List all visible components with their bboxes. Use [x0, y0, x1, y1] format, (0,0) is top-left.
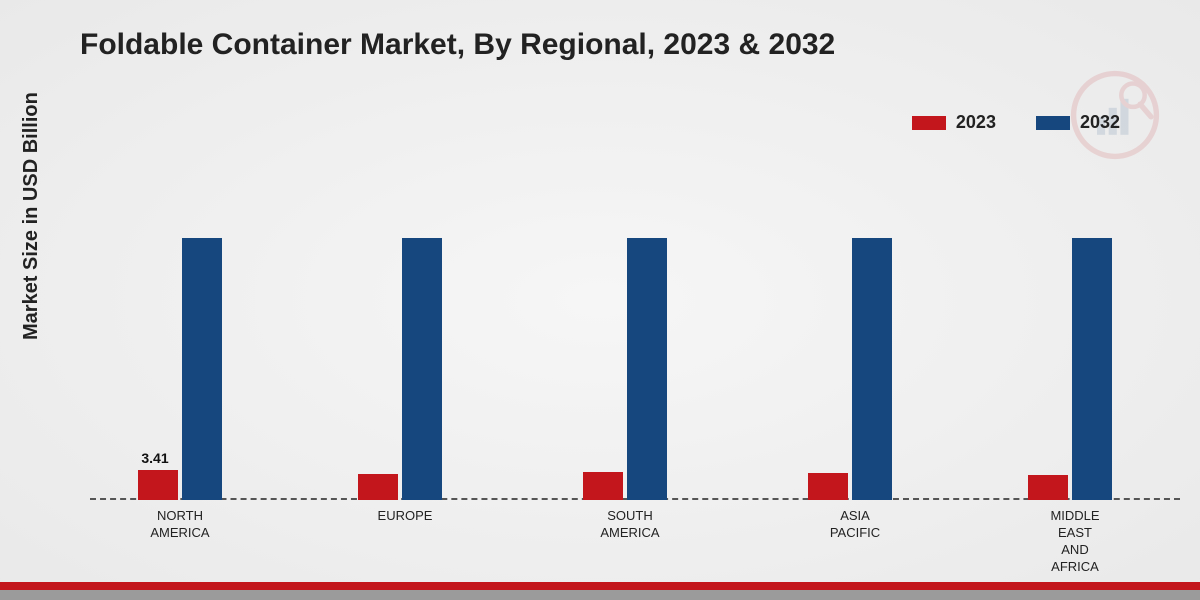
bar-2032 — [852, 238, 892, 501]
legend-swatch-2023 — [912, 116, 946, 130]
bar-2023 — [1028, 475, 1068, 500]
footer-accent-bar — [0, 582, 1200, 590]
bar-2023 — [138, 470, 178, 500]
legend-label-2023: 2023 — [956, 112, 996, 133]
chart-title: Foldable Container Market, By Regional, … — [80, 28, 835, 62]
bar-group — [340, 238, 460, 501]
bar-2032 — [627, 238, 667, 501]
legend-item-2032: 2032 — [1036, 112, 1120, 133]
legend-item-2023: 2023 — [912, 112, 996, 133]
bar-group — [1010, 238, 1130, 501]
bar-2023 — [583, 472, 623, 500]
bar-2023 — [358, 474, 398, 500]
bar-2032 — [182, 238, 222, 501]
bar-2032 — [402, 238, 442, 501]
bar-value-label: 3.41 — [130, 450, 180, 466]
bar-2032 — [1072, 238, 1112, 501]
footer-gray-bar — [0, 590, 1200, 600]
category-label: ASIA PACIFIC — [820, 508, 890, 542]
y-axis-label: Market Size in USD Billion — [20, 92, 43, 340]
category-axis: NORTH AMERICA EUROPE SOUTH AMERICA ASIA PAC… — [90, 502, 1180, 582]
bar-group — [790, 238, 910, 501]
legend: 2023 2032 — [912, 112, 1120, 133]
category-label: EUROPE — [370, 508, 440, 525]
legend-label-2032: 2032 — [1080, 112, 1120, 133]
bar-2023 — [808, 473, 848, 500]
category-label: MIDDLE EAST AND AFRICA — [1035, 508, 1115, 576]
legend-swatch-2032 — [1036, 116, 1070, 130]
chart-page: Foldable Container Market, By Regional, … — [0, 0, 1200, 600]
bar-group — [565, 238, 685, 501]
plot-area: 3.41 — [90, 150, 1180, 500]
category-label: NORTH AMERICA — [140, 508, 220, 542]
category-label: SOUTH AMERICA — [590, 508, 670, 542]
